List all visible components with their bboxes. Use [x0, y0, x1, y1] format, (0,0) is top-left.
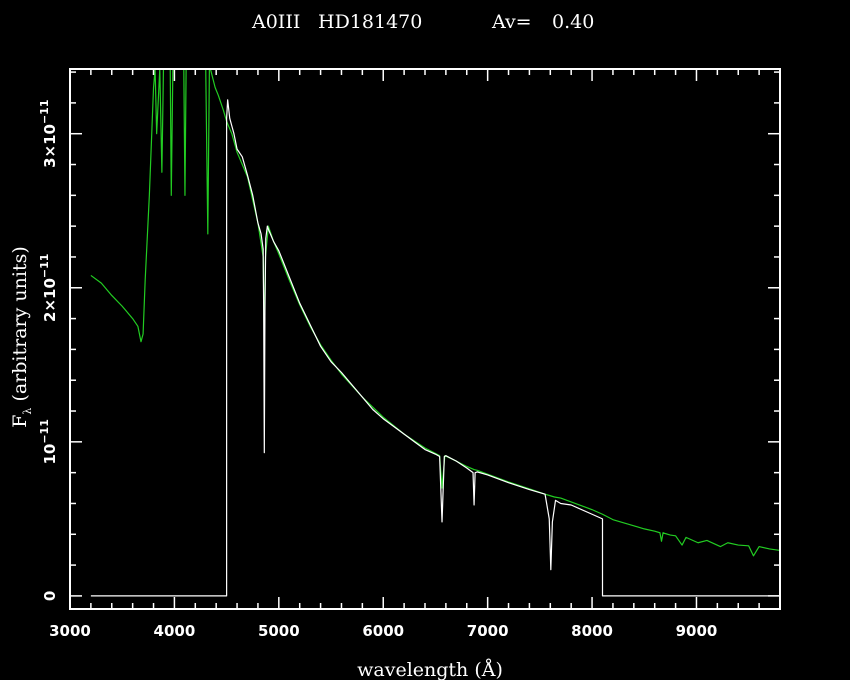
x-tick-label: 5000	[258, 622, 300, 640]
title-av-value: 0.40	[552, 11, 594, 33]
y-axis-label-main: F	[9, 415, 31, 428]
y-axis-label-rest: (arbitrary units)	[9, 246, 31, 407]
observed-spectrum-line	[90, 99, 780, 597]
y-tick-label: 0	[41, 591, 59, 601]
x-tick-label: 4000	[154, 622, 196, 640]
x-tick-label: 6000	[362, 622, 404, 640]
title-av-label: Av=	[491, 11, 532, 33]
x-tick-label: 7000	[467, 622, 509, 640]
y-tick-exponent: −11	[38, 419, 51, 444]
plot-frame	[69, 68, 781, 610]
y-axis-label-subscript: λ	[21, 408, 34, 415]
y-tick-label: 2×10−11	[38, 254, 59, 322]
x-tick-label: 3000	[49, 622, 91, 640]
x-tick-label: 8000	[571, 622, 613, 640]
model-spectrum-line	[90, 69, 780, 557]
x-tick-label: 9000	[676, 622, 718, 640]
y-axis-label: Fλ (arbitrary units)	[9, 246, 34, 428]
y-tick-label: 3×10−11	[38, 99, 59, 167]
y-tick-mantissa: 3×10	[41, 124, 59, 168]
series-layer	[90, 69, 780, 597]
title-spectral-type: A0III	[251, 11, 300, 33]
y-tick-exponent: −11	[38, 99, 51, 124]
y-tick-mantissa: 10	[41, 444, 59, 465]
y-tick-label: 10−11	[38, 419, 59, 464]
y-tick-mantissa: 2×10	[41, 278, 59, 322]
title-star-name: HD181470	[318, 11, 422, 33]
x-axis-label: wavelength (Å)	[357, 659, 503, 680]
tick-labels: 3000 4000 5000 6000 7000 8000 9000010−112×10−1…	[38, 99, 717, 640]
y-tick-exponent: −11	[38, 254, 51, 279]
